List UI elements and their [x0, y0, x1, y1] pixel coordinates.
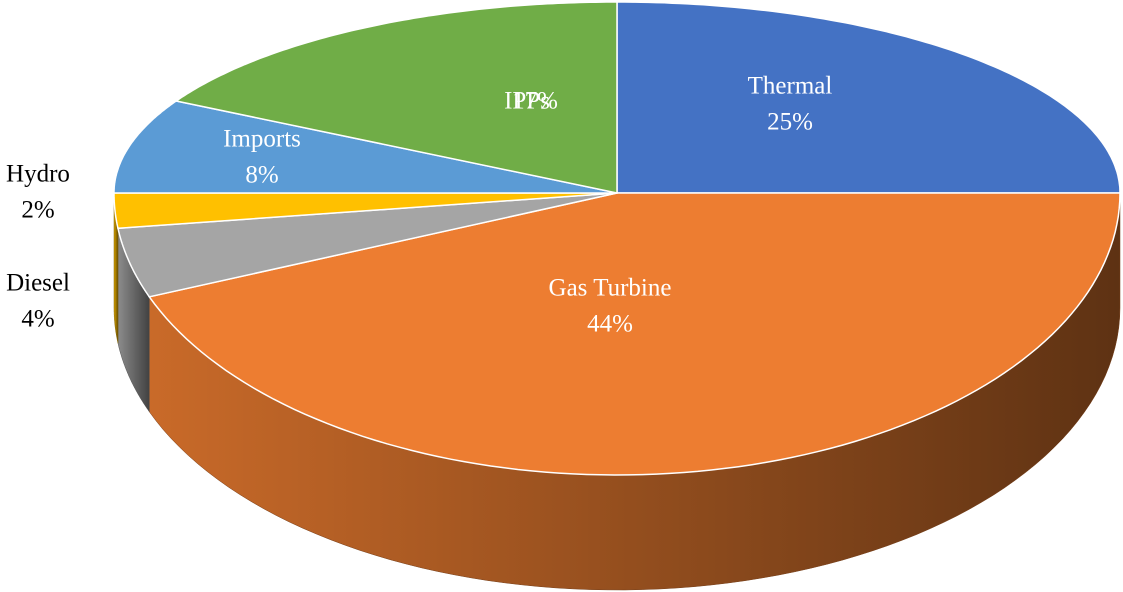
slice-label: Gas Turbine	[549, 275, 672, 302]
value-label: 17%	[512, 88, 558, 115]
pie-slice	[113, 100, 618, 194]
pie-slice	[148, 192, 1121, 476]
slice-label: Diesel	[6, 270, 70, 297]
pie-slice	[113, 192, 618, 230]
value-label: 25%	[767, 109, 813, 136]
slice-label: Imports	[223, 126, 301, 153]
pie-slice	[616, 1, 1121, 194]
value-label: 44%	[587, 311, 633, 338]
value-label: 2%	[21, 197, 54, 224]
pie-slice	[174, 1, 618, 194]
pie-slice	[117, 192, 618, 298]
slice-label: IPPs	[504, 88, 550, 115]
value-label: 8%	[245, 162, 278, 189]
slice-label: Thermal	[748, 73, 833, 100]
value-label: 4%	[21, 306, 54, 333]
slice-label: Hydro	[6, 161, 70, 188]
